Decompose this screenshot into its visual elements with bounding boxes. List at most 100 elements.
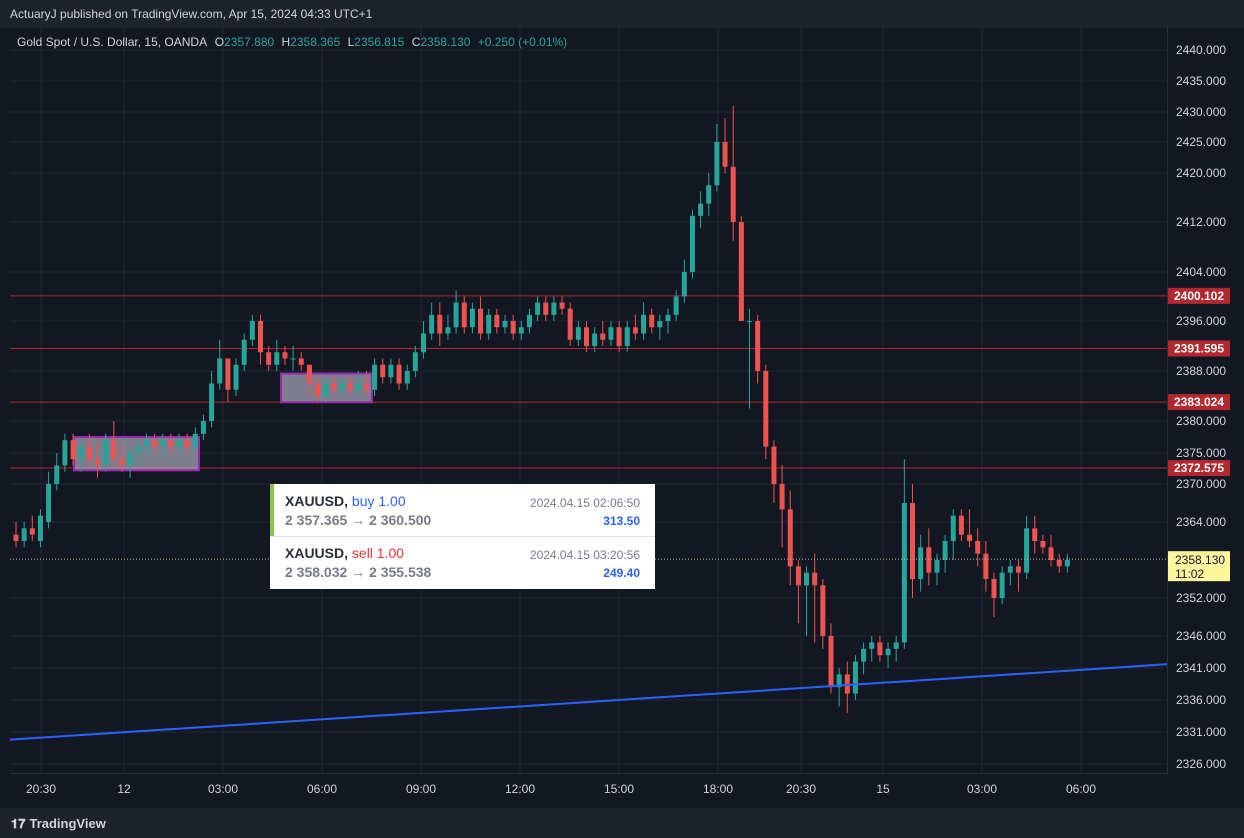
- candle-body: [983, 553, 989, 579]
- candle-body: [266, 352, 272, 365]
- candle-body: [861, 648, 867, 662]
- candle-body: [37, 515, 43, 541]
- level-label: 2400.102: [1174, 289, 1224, 303]
- candle-body: [461, 302, 467, 328]
- candle-body: [518, 327, 524, 334]
- candle-body: [632, 327, 638, 334]
- price-tick-label: 2364.000: [1176, 515, 1226, 529]
- level-label: 2372.575: [1174, 461, 1224, 475]
- candle-body: [339, 383, 345, 390]
- price-tick-label: 2396.000: [1176, 314, 1226, 328]
- candle-body: [306, 364, 312, 384]
- trendline: [9, 663, 1169, 741]
- order-buy-title: XAUUSD, buy 1.00: [285, 493, 406, 509]
- time-tick-label: 03:00: [208, 782, 238, 796]
- level-label-box: [1168, 394, 1230, 411]
- last-price-value: 2358.130: [1175, 553, 1225, 567]
- candle-body: [1032, 528, 1038, 541]
- candle-body: [804, 572, 810, 586]
- time-tick-label: 03:00: [967, 782, 997, 796]
- order-sell-pl: 249.40: [603, 566, 640, 580]
- candle-body: [315, 383, 321, 396]
- candle-body: [616, 327, 622, 346]
- price-axis: 2440.000 2435.000 2430.000 2425.000 2420.000…: [1176, 43, 1226, 771]
- order-buy-side: buy 1.00: [351, 493, 406, 509]
- order-buy-marker: [270, 484, 274, 536]
- candle-body: [176, 440, 182, 447]
- price-tick-label: 2370.000: [1176, 477, 1226, 491]
- candle-body: [78, 446, 84, 460]
- candle-body: [771, 446, 777, 484]
- order-sell-time: 2024.04.15 03:20:56: [529, 548, 640, 562]
- candle-body: [217, 358, 223, 384]
- candle-body: [592, 333, 598, 346]
- price-tick-label: 2346.000: [1176, 629, 1226, 643]
- candle-body: [200, 421, 206, 434]
- time-tick-label: 18:00: [703, 782, 733, 796]
- candle-body: [209, 383, 215, 421]
- candle-body: [258, 321, 263, 353]
- publisher-bar: ActuaryJ published on TradingView.com, A…: [0, 0, 1244, 28]
- candle-body: [681, 272, 687, 297]
- price-axis-background[interactable]: [1168, 28, 1244, 808]
- last-price-countdown: 11:02: [1175, 567, 1204, 581]
- candle-body: [526, 314, 532, 328]
- close-label: C: [411, 35, 421, 49]
- trendline-layer[interactable]: [9, 663, 1169, 741]
- ohlc-legend: Gold Spot / U.S. Dollar, 15, OANDA O2357…: [17, 35, 567, 49]
- order-sell-route: 2 358.032 → 2 355.538: [285, 564, 432, 580]
- candle-body: [388, 364, 394, 378]
- order-buy-route: 2 357.365 → 2 360.500: [285, 512, 432, 528]
- candle-body: [274, 352, 280, 365]
- order-sell-panel[interactable]: XAUUSD, sell 1.00 2024.04.15 03:20:56 2 …: [270, 537, 655, 589]
- level-label: 2383.024: [1174, 395, 1224, 409]
- level-label: 2391.595: [1174, 342, 1224, 356]
- candle-body: [241, 339, 247, 365]
- candle-body: [54, 465, 60, 484]
- candle-body: [111, 440, 117, 460]
- open-value: 2357.880: [224, 35, 275, 49]
- candle-body: [355, 383, 361, 390]
- candle-body: [168, 440, 174, 447]
- price-tick-label: 2341.000: [1176, 661, 1226, 675]
- candle-body: [877, 642, 883, 656]
- candle-body: [918, 547, 924, 579]
- order-buy-panel[interactable]: XAUUSD, buy 1.00 2024.04.15 02:06:50 2 3…: [270, 484, 655, 536]
- candle-body: [494, 314, 500, 328]
- time-tick-label: 09:00: [406, 782, 436, 796]
- candle-body: [1056, 560, 1062, 567]
- tradingview-brand[interactable]: 𝟏𝟕 TradingView: [11, 816, 106, 832]
- candle-body: [942, 541, 948, 560]
- candle-body: [62, 440, 68, 466]
- candle-body: [282, 352, 288, 359]
- candle-body: [127, 453, 133, 466]
- candle-body: [967, 534, 973, 541]
- price-tick-label: 2435.000: [1176, 74, 1226, 88]
- candle-body: [747, 321, 752, 322]
- candlesticks: [13, 105, 1070, 713]
- candle-body: [649, 314, 655, 328]
- candle-body: [624, 327, 630, 346]
- price-tick-label: 2326.000: [1176, 757, 1226, 771]
- price-tick-label: 2380.000: [1176, 414, 1226, 428]
- time-tick-label: 12: [117, 782, 131, 796]
- candle-body: [551, 302, 557, 315]
- candle-body: [298, 358, 304, 365]
- candle-body: [910, 503, 915, 579]
- high-value: 2358.365: [290, 35, 341, 49]
- candle-body: [363, 383, 369, 390]
- candle-body: [950, 515, 956, 541]
- price-tick-label: 2375.000: [1176, 446, 1226, 460]
- time-axis[interactable]: 20:30 12 03:00 06:00 09:00 12:00 15:00 18:00 20:…: [26, 782, 1096, 796]
- candle-body: [869, 642, 875, 649]
- candle-body: [13, 534, 19, 541]
- time-tick-label: 20:30: [786, 782, 816, 796]
- price-chart[interactable]: 2440.000 2435.000 2430.000 2425.000 2420.000…: [0, 28, 1244, 808]
- candle-body: [641, 314, 647, 334]
- candle-body: [543, 302, 549, 315]
- candle-body: [412, 352, 418, 371]
- candle-body: [135, 446, 141, 453]
- level-labels: 2400.102 2391.595 2383.024 2372.575: [1168, 287, 1230, 477]
- candle-body: [844, 674, 850, 694]
